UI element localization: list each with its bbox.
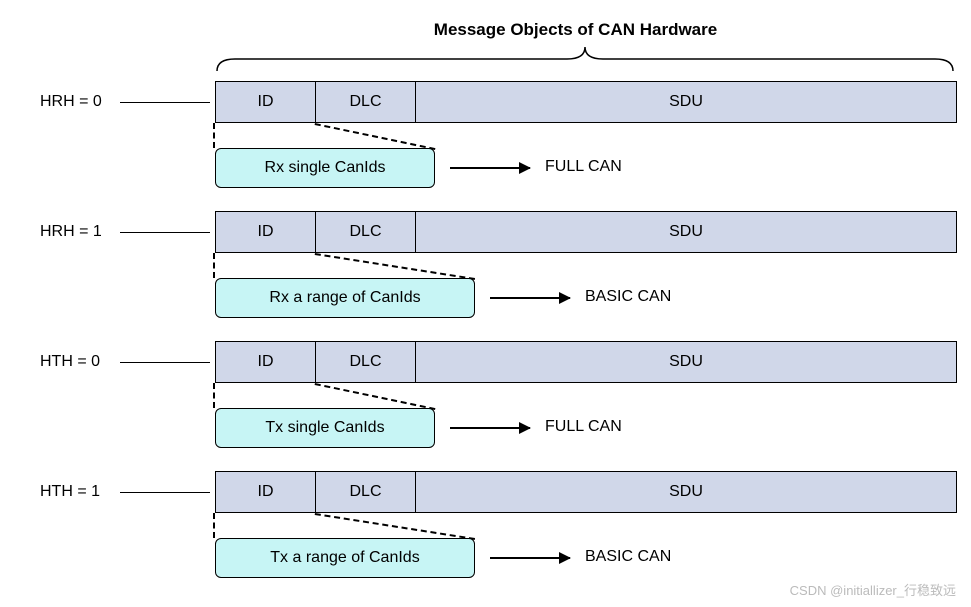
message-object-box: IDDLCSDU: [215, 471, 957, 513]
dash-connector: [315, 123, 435, 150]
arrow-icon: [450, 427, 530, 429]
handle-label: HRH = 0: [40, 93, 102, 111]
dash-connector: [315, 513, 475, 540]
message-object-box: IDDLCSDU: [215, 81, 957, 123]
description-box: Rx single CanIds: [215, 148, 435, 188]
diagram-title: Message Objects of CAN Hardware: [200, 20, 951, 40]
row-1: HRH = 1IDDLCSDURx a range of CanIdsBASIC…: [20, 203, 951, 329]
dash-connector: [315, 253, 475, 280]
connector-line: [120, 362, 210, 363]
msg-cell-sdu: SDU: [416, 212, 956, 252]
can-type-label: FULL CAN: [545, 418, 622, 436]
description-box: Tx a range of CanIds: [215, 538, 475, 578]
description-box: Tx single CanIds: [215, 408, 435, 448]
msg-cell-sdu: SDU: [416, 342, 956, 382]
can-type-label: FULL CAN: [545, 158, 622, 176]
top-brace: [215, 45, 955, 73]
arrow-icon: [450, 167, 530, 169]
msg-cell-id: ID: [216, 472, 316, 512]
dash-connector: [213, 383, 215, 408]
row-2: HTH = 0IDDLCSDUTx single CanIdsFULL CAN: [20, 333, 951, 459]
handle-label: HRH = 1: [40, 223, 102, 241]
arrow-icon: [490, 297, 570, 299]
connector-line: [120, 492, 210, 493]
can-type-label: BASIC CAN: [585, 288, 671, 306]
msg-cell-sdu: SDU: [416, 472, 956, 512]
message-object-box: IDDLCSDU: [215, 341, 957, 383]
row-3: HTH = 1IDDLCSDUTx a range of CanIdsBASIC…: [20, 463, 951, 589]
handle-label: HTH = 1: [40, 483, 100, 501]
msg-cell-id: ID: [216, 342, 316, 382]
msg-cell-dlc: DLC: [316, 82, 416, 122]
msg-cell-id: ID: [216, 82, 316, 122]
arrow-icon: [490, 557, 570, 559]
message-object-box: IDDLCSDU: [215, 211, 957, 253]
dash-connector: [213, 123, 215, 148]
row-0: HRH = 0IDDLCSDURx single CanIdsFULL CAN: [20, 73, 951, 199]
msg-cell-id: ID: [216, 212, 316, 252]
dash-connector: [213, 513, 215, 538]
connector-line: [120, 102, 210, 103]
msg-cell-sdu: SDU: [416, 82, 956, 122]
description-box: Rx a range of CanIds: [215, 278, 475, 318]
msg-cell-dlc: DLC: [316, 212, 416, 252]
connector-line: [120, 232, 210, 233]
dash-connector: [315, 383, 435, 410]
msg-cell-dlc: DLC: [316, 472, 416, 512]
msg-cell-dlc: DLC: [316, 342, 416, 382]
can-type-label: BASIC CAN: [585, 548, 671, 566]
handle-label: HTH = 0: [40, 353, 100, 371]
watermark: CSDN @initiallizer_行稳致远: [790, 580, 956, 599]
dash-connector: [213, 253, 215, 278]
